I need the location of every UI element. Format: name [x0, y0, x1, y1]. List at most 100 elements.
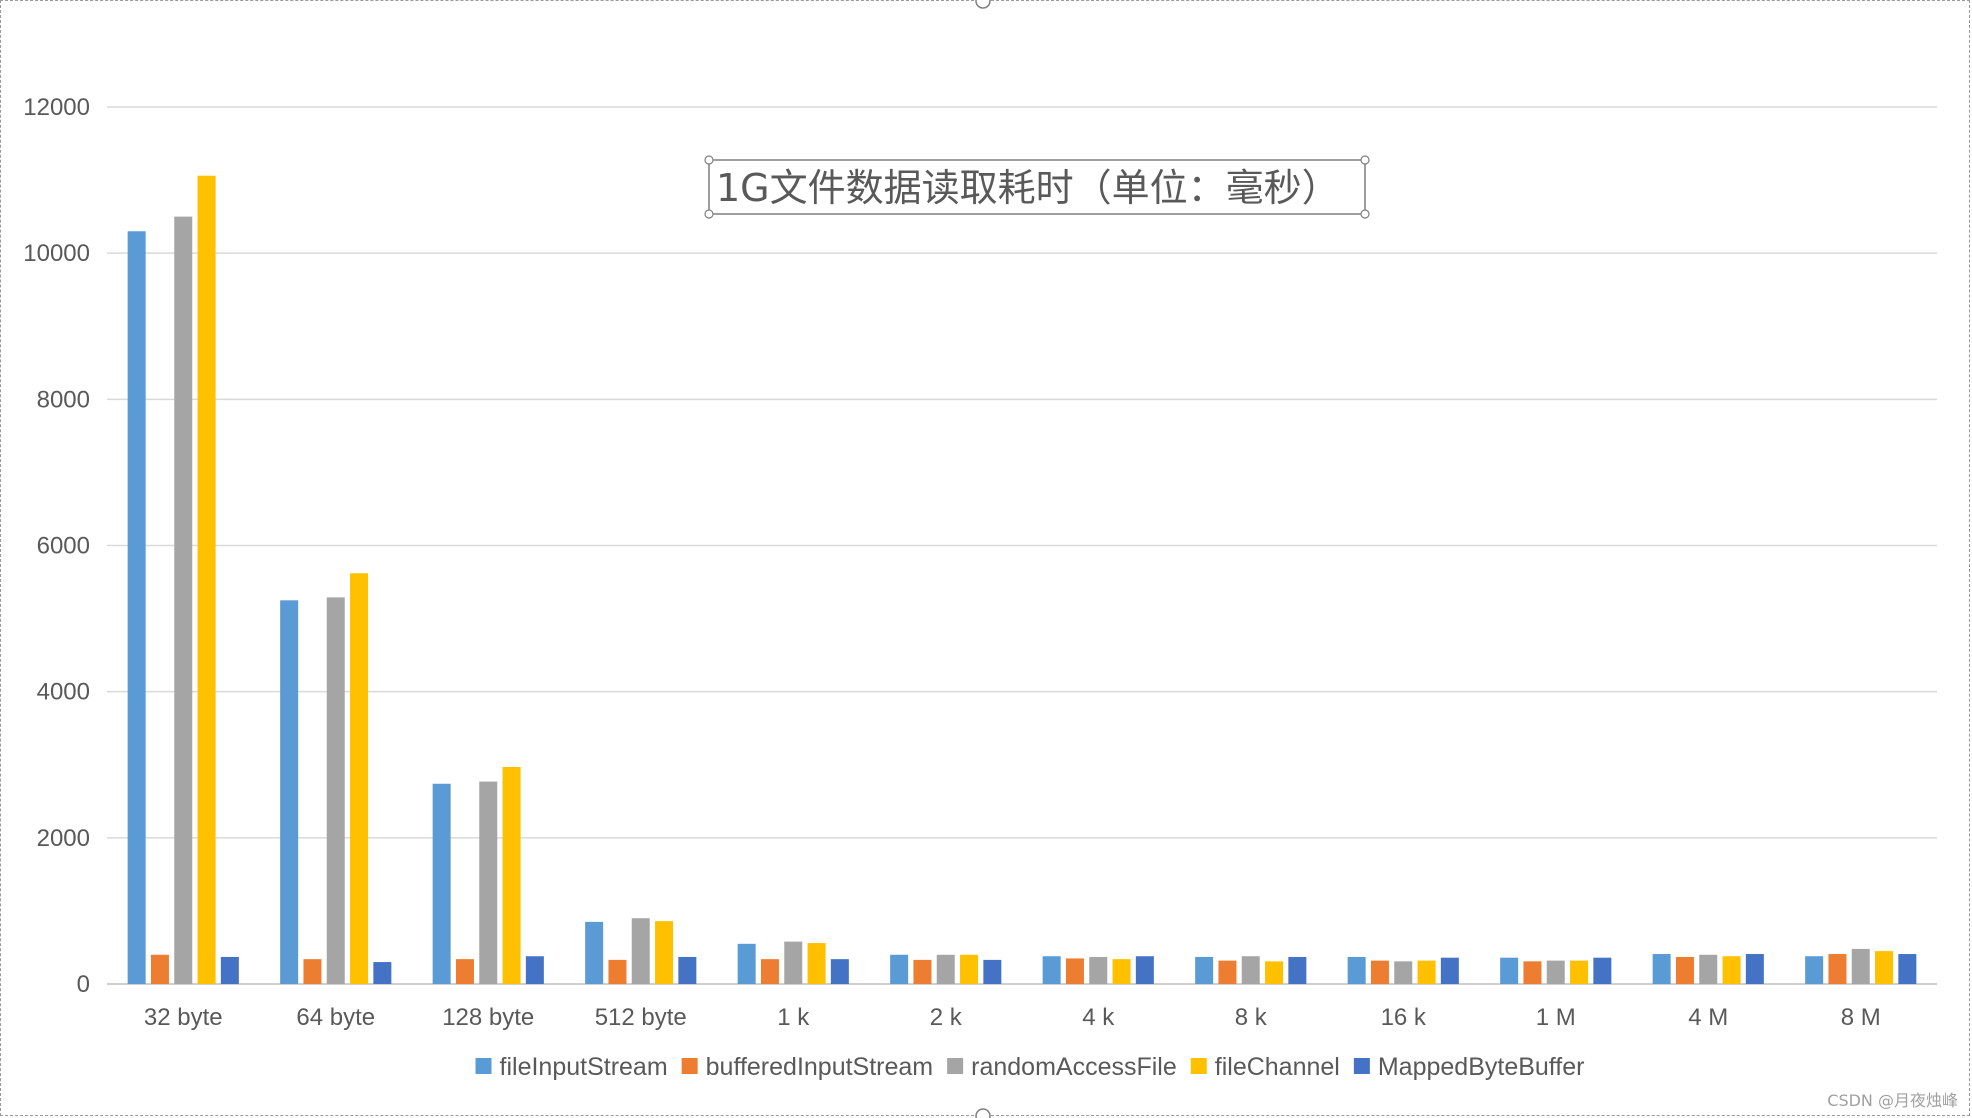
bar	[1500, 957, 1519, 984]
bar	[1722, 956, 1741, 984]
chart-title-box[interactable]: 1G文件数据读取耗时（单位：毫秒）	[704, 155, 1370, 219]
bar	[830, 959, 849, 984]
x-tick-label: 4 M	[1688, 1004, 1728, 1031]
bar	[784, 941, 803, 984]
bar	[1652, 954, 1671, 984]
bar	[1065, 958, 1084, 984]
bar	[432, 783, 451, 984]
bar	[1241, 956, 1260, 984]
bar	[960, 954, 979, 984]
bar	[1851, 948, 1870, 984]
legend-swatch	[1353, 1058, 1370, 1074]
bars	[127, 175, 1917, 984]
bar	[1699, 954, 1718, 984]
x-tick-label: 16 k	[1381, 1004, 1427, 1031]
bar	[1288, 956, 1307, 984]
x-tick-label: 512 byte	[595, 1004, 687, 1031]
legend-item[interactable]: fileInputStream	[475, 1053, 668, 1081]
resize-handle[interactable]	[704, 155, 714, 165]
bar	[760, 959, 779, 984]
y-axis: 0 2000 4000 6000 8000 10000 12000	[23, 94, 90, 998]
bar	[608, 959, 627, 984]
bar	[1828, 954, 1847, 984]
y-tick-label: 2000	[37, 825, 90, 852]
bar	[1570, 960, 1589, 984]
bar	[1370, 960, 1389, 984]
bar	[1523, 961, 1542, 984]
y-tick-label: 0	[77, 971, 90, 998]
bar	[350, 573, 369, 984]
bar	[983, 959, 1002, 984]
bar	[1112, 959, 1131, 984]
bar	[1089, 956, 1108, 984]
y-tick-label: 12000	[23, 94, 90, 121]
bar	[1195, 956, 1214, 984]
bar	[890, 954, 909, 984]
legend-label: MappedByteBuffer	[1378, 1053, 1585, 1081]
bar	[1042, 956, 1061, 984]
legend-label: fileChannel	[1215, 1053, 1340, 1081]
bar	[174, 216, 193, 984]
legend-swatch	[475, 1058, 492, 1074]
bar	[1745, 954, 1764, 984]
legend-swatch	[947, 1058, 964, 1074]
x-tick-label: 1 M	[1536, 1004, 1576, 1031]
bar	[1218, 960, 1237, 984]
bar	[655, 921, 674, 984]
bar	[150, 954, 169, 984]
bar	[1394, 961, 1413, 984]
gridlines	[107, 106, 1937, 985]
resize-handle[interactable]	[1360, 209, 1370, 219]
bar	[1546, 960, 1565, 984]
bar	[936, 954, 955, 984]
bar	[737, 943, 756, 984]
bar	[303, 959, 322, 984]
y-tick-label: 8000	[37, 386, 90, 413]
legend-item[interactable]: fileChannel	[1190, 1053, 1340, 1081]
legend-label: bufferedInputStream	[706, 1053, 933, 1081]
bar	[502, 766, 521, 984]
chart-title: 1G文件数据读取耗时（单位：毫秒）	[716, 166, 1340, 210]
bar	[1898, 954, 1917, 984]
bar	[913, 959, 932, 984]
frame-handle-top[interactable]	[975, 0, 991, 9]
x-tick-label: 2 k	[930, 1004, 963, 1031]
bar	[1347, 956, 1366, 984]
bar	[585, 921, 604, 984]
bar	[678, 956, 697, 984]
x-tick-label: 64 byte	[296, 1004, 375, 1031]
bar	[1805, 956, 1824, 984]
y-tick-label: 10000	[23, 240, 90, 267]
x-tick-label: 8 k	[1235, 1004, 1268, 1031]
legend-item[interactable]: MappedByteBuffer	[1353, 1053, 1585, 1081]
watermark: CSDN @月夜烛峰	[1827, 1091, 1958, 1110]
legend-swatch	[681, 1058, 698, 1074]
y-tick-label: 4000	[37, 679, 90, 706]
bar	[479, 781, 498, 984]
bar	[326, 597, 345, 984]
x-tick-label: 4 k	[1082, 1004, 1115, 1031]
bar	[1417, 960, 1436, 984]
bar	[280, 600, 299, 984]
frame-handle-bottom[interactable]	[975, 1108, 991, 1118]
legend-swatch	[1190, 1058, 1207, 1074]
x-tick-label: 32 byte	[144, 1004, 223, 1031]
bar	[525, 956, 544, 984]
resize-handle[interactable]	[704, 209, 714, 219]
bar	[631, 918, 650, 984]
legend-item[interactable]: bufferedInputStream	[681, 1053, 933, 1081]
legend-item[interactable]: randomAccessFile	[947, 1053, 1177, 1081]
bar	[455, 959, 474, 984]
bar	[197, 175, 216, 984]
bar	[1265, 961, 1284, 984]
bar	[1875, 951, 1894, 984]
bar	[1593, 957, 1612, 984]
resize-handle[interactable]	[1360, 155, 1370, 165]
bar	[127, 231, 146, 984]
bar	[1135, 956, 1154, 984]
x-tick-label: 128 byte	[442, 1004, 534, 1031]
bar	[1675, 956, 1694, 984]
bar	[1440, 957, 1459, 984]
x-tick-label: 8 M	[1841, 1004, 1881, 1031]
